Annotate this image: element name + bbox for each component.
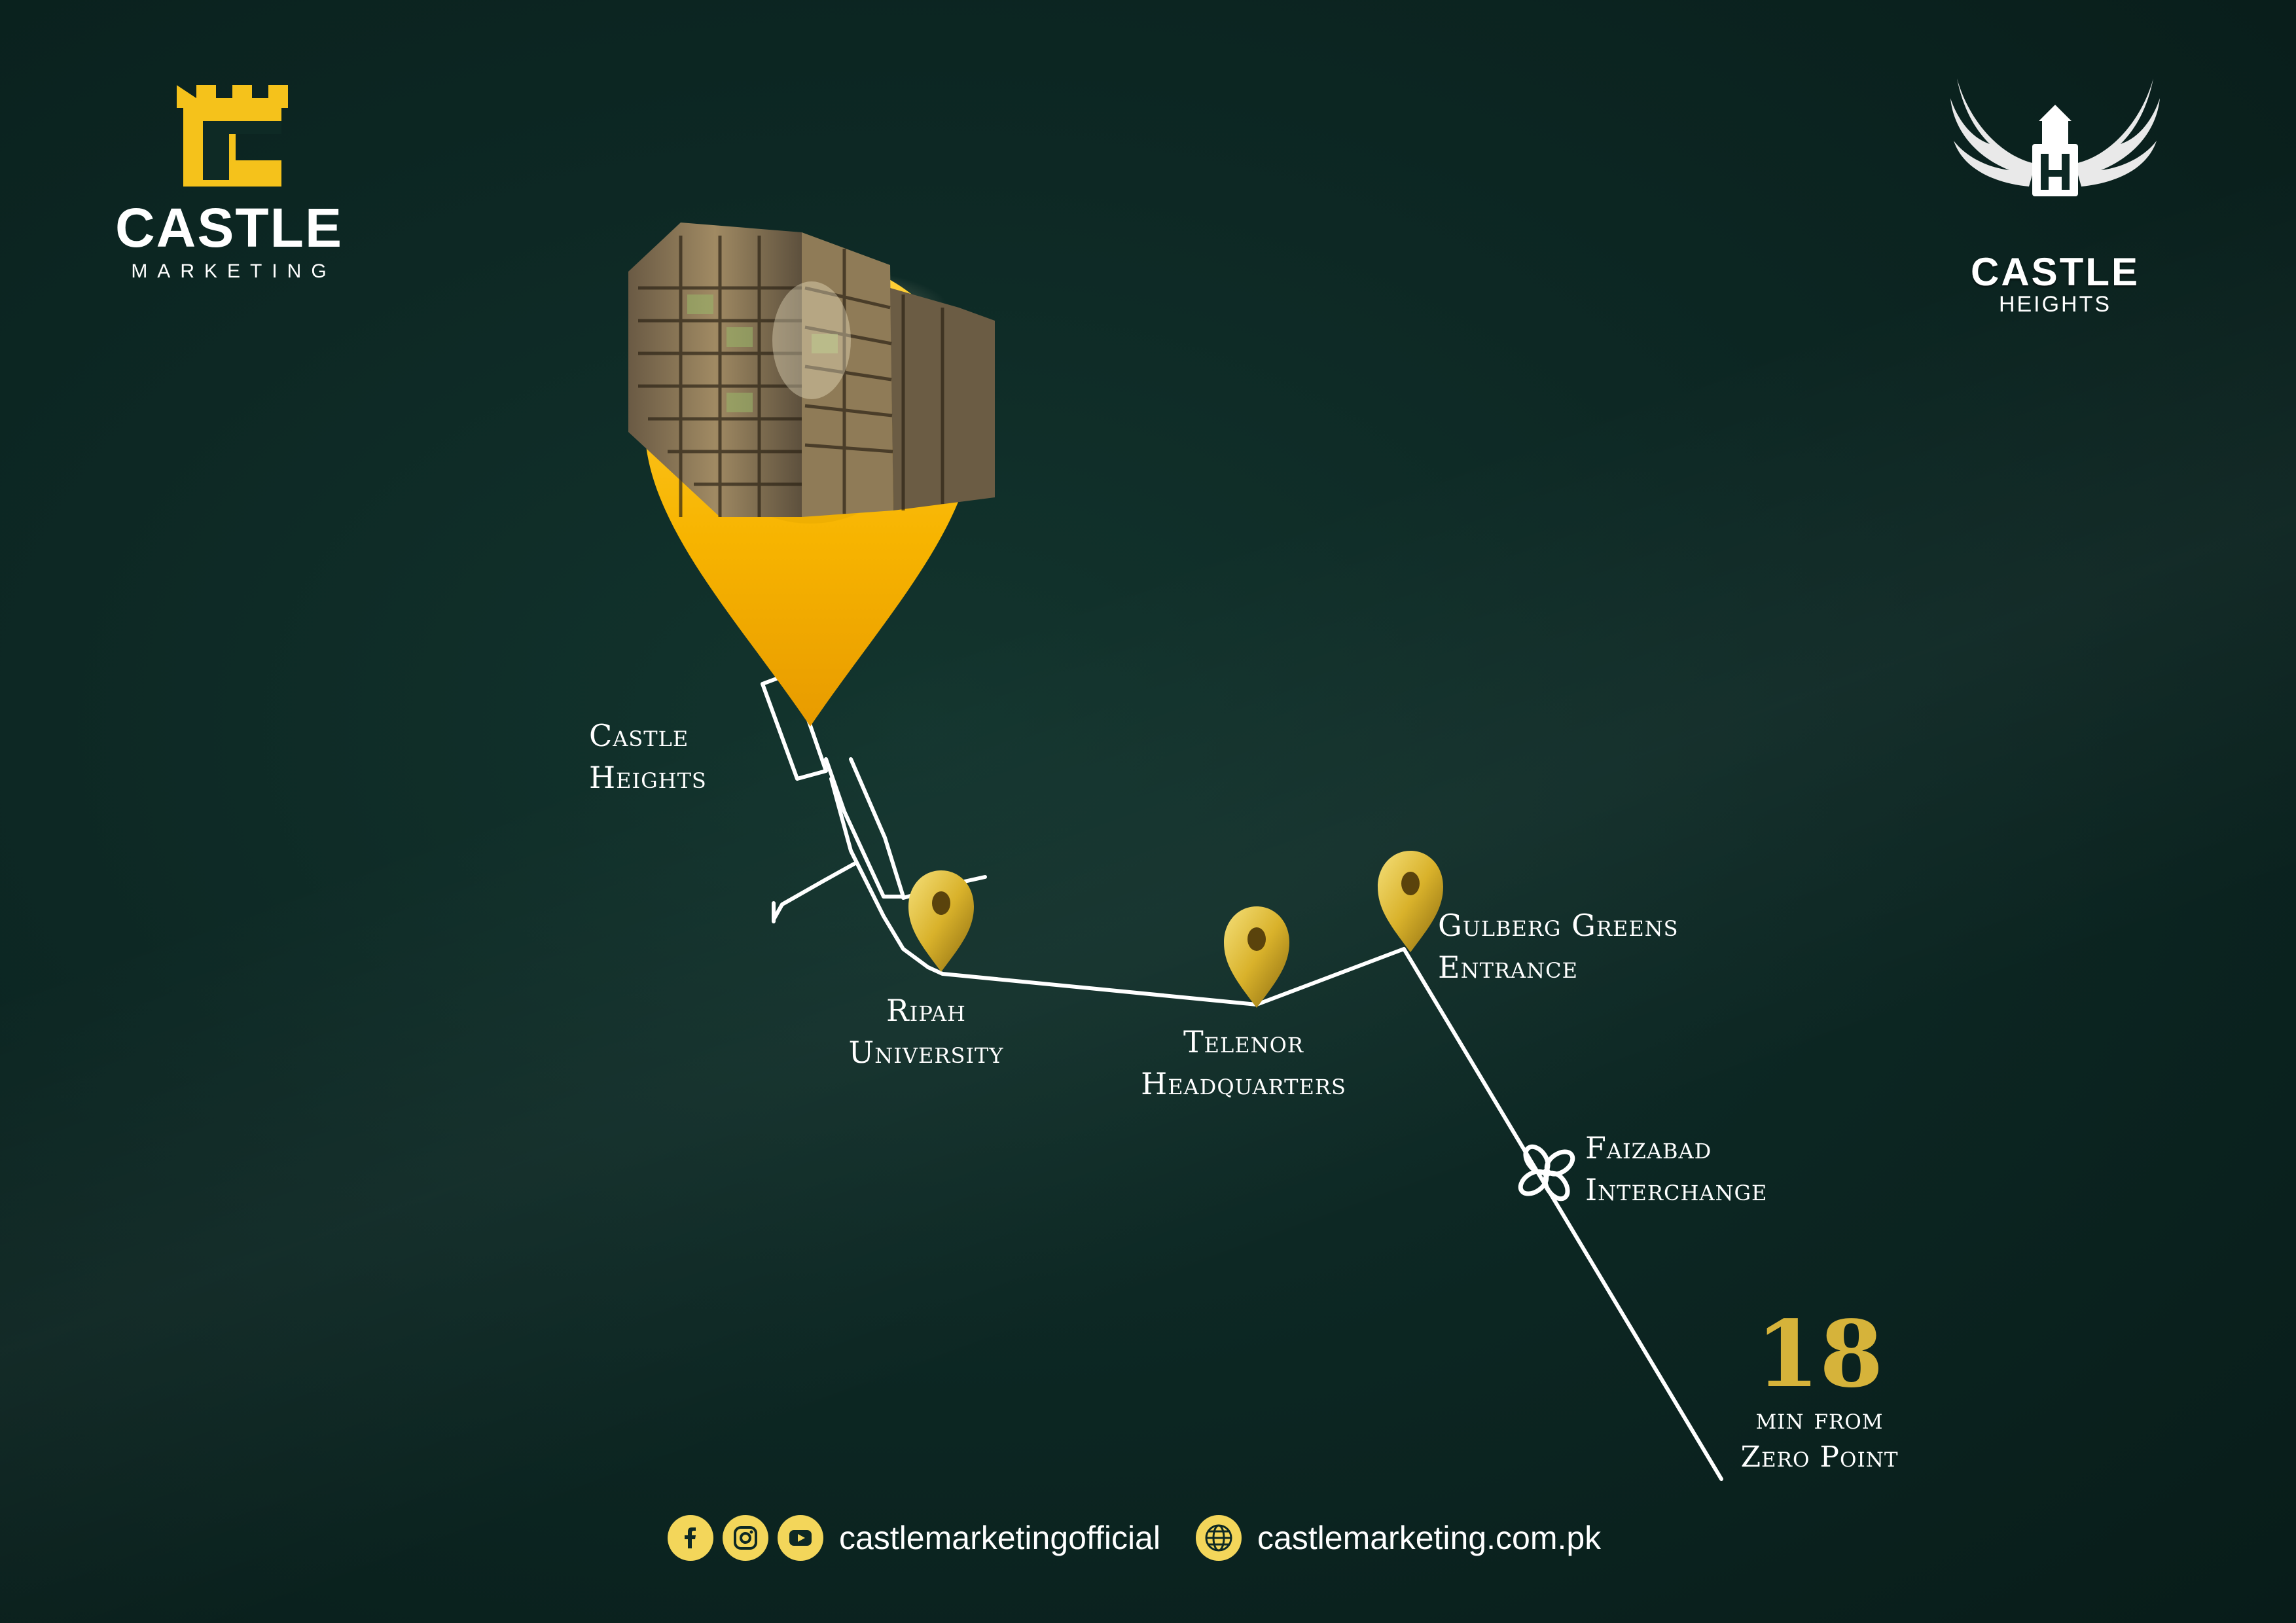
access-road-inner [829,777,930,969]
youtube-icon[interactable] [778,1515,823,1561]
brand-left-subtitle: MARKETING [131,260,336,282]
label-castle-heights-line2: Heights [589,760,707,795]
label-telenor-headquarters: Telenor Headquarters [1100,1021,1388,1105]
social-handle[interactable]: castlemarketingofficial [839,1520,1160,1556]
label-faizabad-line2: Interchange [1585,1172,1768,1207]
instagram-icon[interactable] [723,1515,768,1561]
branch-road-west [772,862,856,921]
gulberg-pin-icon [1378,851,1443,952]
label-faizabad-interchange: Faizabad Interchange [1585,1127,1767,1211]
footer-contacts: castlemarketingofficial castlemarketing.… [668,1512,1627,1564]
brand-left-name: CASTLE [115,197,343,259]
travel-time-line2: Zero Point [1740,1440,1899,1474]
travel-time: 18 min from Zero Point [1728,1309,1911,1476]
label-telenor-line1: Telenor [1183,1024,1304,1060]
label-telenor-line2: Headquarters [1141,1066,1346,1101]
castle-marketing-logo-icon [177,85,288,187]
travel-time-value: 18 [1755,1301,1884,1408]
label-castle-heights-line1: Castle [589,718,689,753]
telenor-pin-icon [1224,906,1289,1008]
label-faizabad-line1: Faizabad [1585,1130,1712,1166]
brand-right-name: CASTLE [1971,250,2140,294]
label-castle-heights: Castle Heights [589,715,707,798]
label-gulberg-line2: Entrance [1438,950,1578,985]
website-link[interactable]: castlemarketing.com.pk [1257,1520,1602,1556]
castle-heights-pin-icon [628,223,995,726]
label-gulberg-greens: Gulberg Greens Entrance [1438,904,1679,988]
label-ripah-line1: Ripah [886,993,966,1028]
ripah-pin-icon [908,870,974,972]
building-image [628,223,995,517]
access-road-outer [824,757,905,899]
label-gulberg-line1: Gulberg Greens [1438,908,1679,943]
interchange-icon [1518,1144,1575,1202]
castle-heights-brand: CASTLE HEIGHTS [1937,82,2173,317]
castle-marketing-brand: CASTLE MARKETING [98,79,360,283]
brand-right-subtitle: HEIGHTS [1998,292,2112,317]
label-ripah-line2: University [848,1035,1004,1070]
globe-icon[interactable] [1195,1515,1242,1561]
castle-heights-logo-icon [1950,79,2160,196]
facebook-icon[interactable] [668,1515,713,1561]
label-ripah-university: Ripah University [821,990,1031,1073]
travel-time-line1: min from [1755,1402,1884,1436]
